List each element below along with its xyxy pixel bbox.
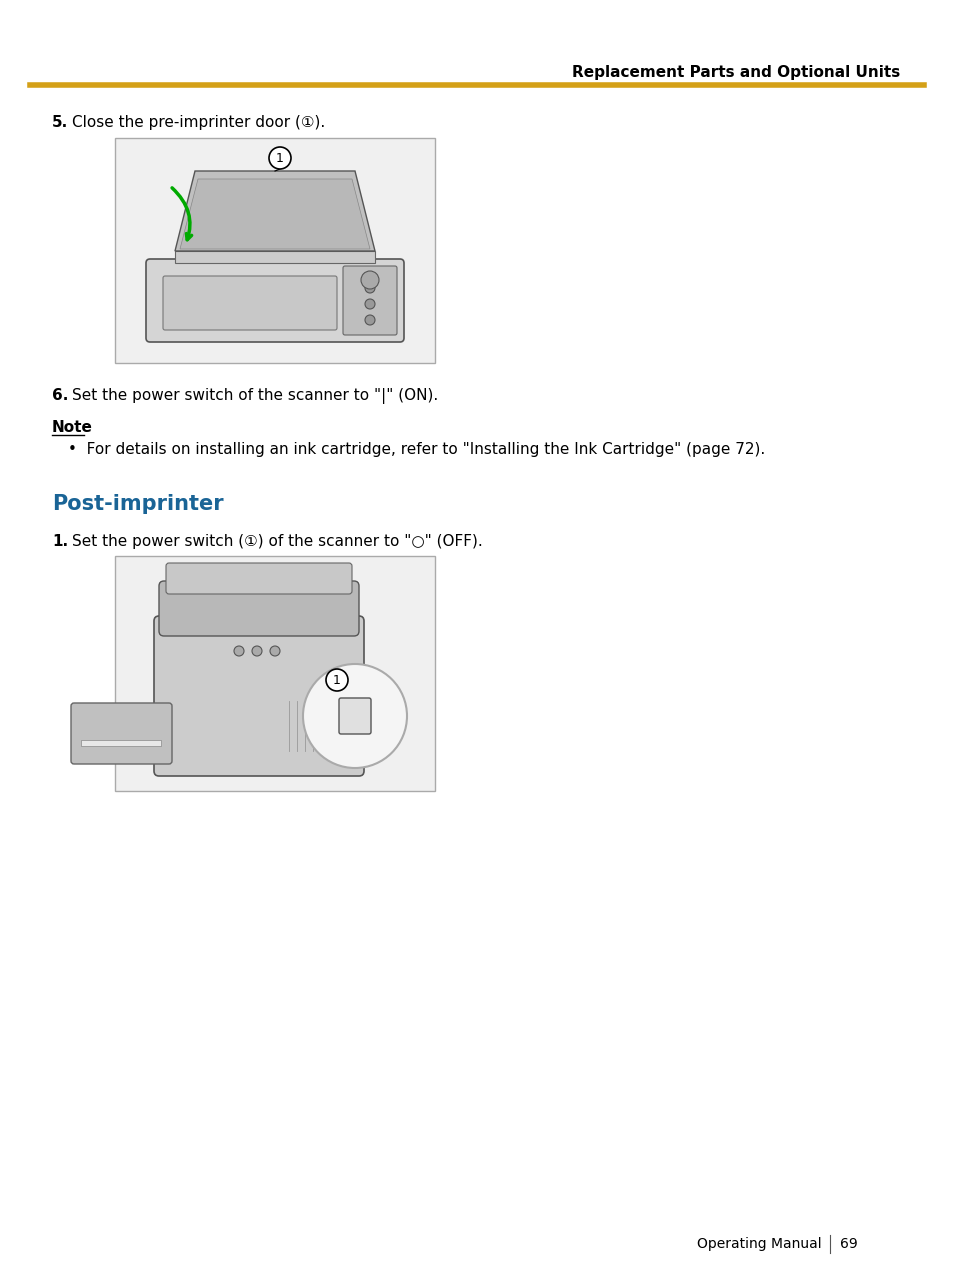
- FancyBboxPatch shape: [146, 259, 403, 342]
- FancyBboxPatch shape: [71, 703, 172, 764]
- Text: 6.: 6.: [52, 388, 69, 403]
- Polygon shape: [180, 179, 370, 249]
- Text: Post-imprinter: Post-imprinter: [52, 494, 223, 514]
- Circle shape: [270, 646, 280, 656]
- Text: Replacement Parts and Optional Units: Replacement Parts and Optional Units: [571, 65, 899, 79]
- Text: Set the power switch (①) of the scanner to "○" (OFF).: Set the power switch (①) of the scanner …: [71, 534, 482, 550]
- Text: •  For details on installing an ink cartridge, refer to "Installing the Ink Cart: • For details on installing an ink cartr…: [68, 441, 764, 457]
- FancyBboxPatch shape: [338, 698, 371, 734]
- Circle shape: [269, 148, 291, 169]
- Circle shape: [252, 646, 262, 656]
- FancyBboxPatch shape: [159, 581, 358, 636]
- Text: Close the pre-imprinter door (①).: Close the pre-imprinter door (①).: [71, 114, 325, 130]
- Circle shape: [360, 271, 378, 289]
- Text: 69: 69: [840, 1236, 857, 1250]
- Text: 1: 1: [275, 151, 284, 164]
- Text: 1: 1: [333, 673, 340, 687]
- Text: Note: Note: [52, 420, 92, 435]
- Text: Operating Manual: Operating Manual: [697, 1236, 821, 1250]
- Bar: [115, 137, 435, 363]
- FancyBboxPatch shape: [166, 563, 352, 594]
- FancyBboxPatch shape: [153, 616, 364, 776]
- Text: 5.: 5.: [52, 114, 69, 130]
- Bar: [81, 740, 161, 745]
- Circle shape: [233, 646, 244, 656]
- Bar: [174, 251, 375, 263]
- Circle shape: [303, 664, 407, 768]
- Text: Set the power switch of the scanner to "|" (ON).: Set the power switch of the scanner to "…: [71, 388, 437, 404]
- Text: 1.: 1.: [52, 534, 68, 550]
- FancyBboxPatch shape: [343, 266, 396, 335]
- FancyBboxPatch shape: [163, 276, 336, 329]
- Polygon shape: [174, 170, 375, 251]
- Bar: [115, 556, 435, 791]
- Circle shape: [365, 299, 375, 309]
- Circle shape: [365, 282, 375, 293]
- Circle shape: [326, 669, 348, 691]
- Circle shape: [365, 315, 375, 326]
